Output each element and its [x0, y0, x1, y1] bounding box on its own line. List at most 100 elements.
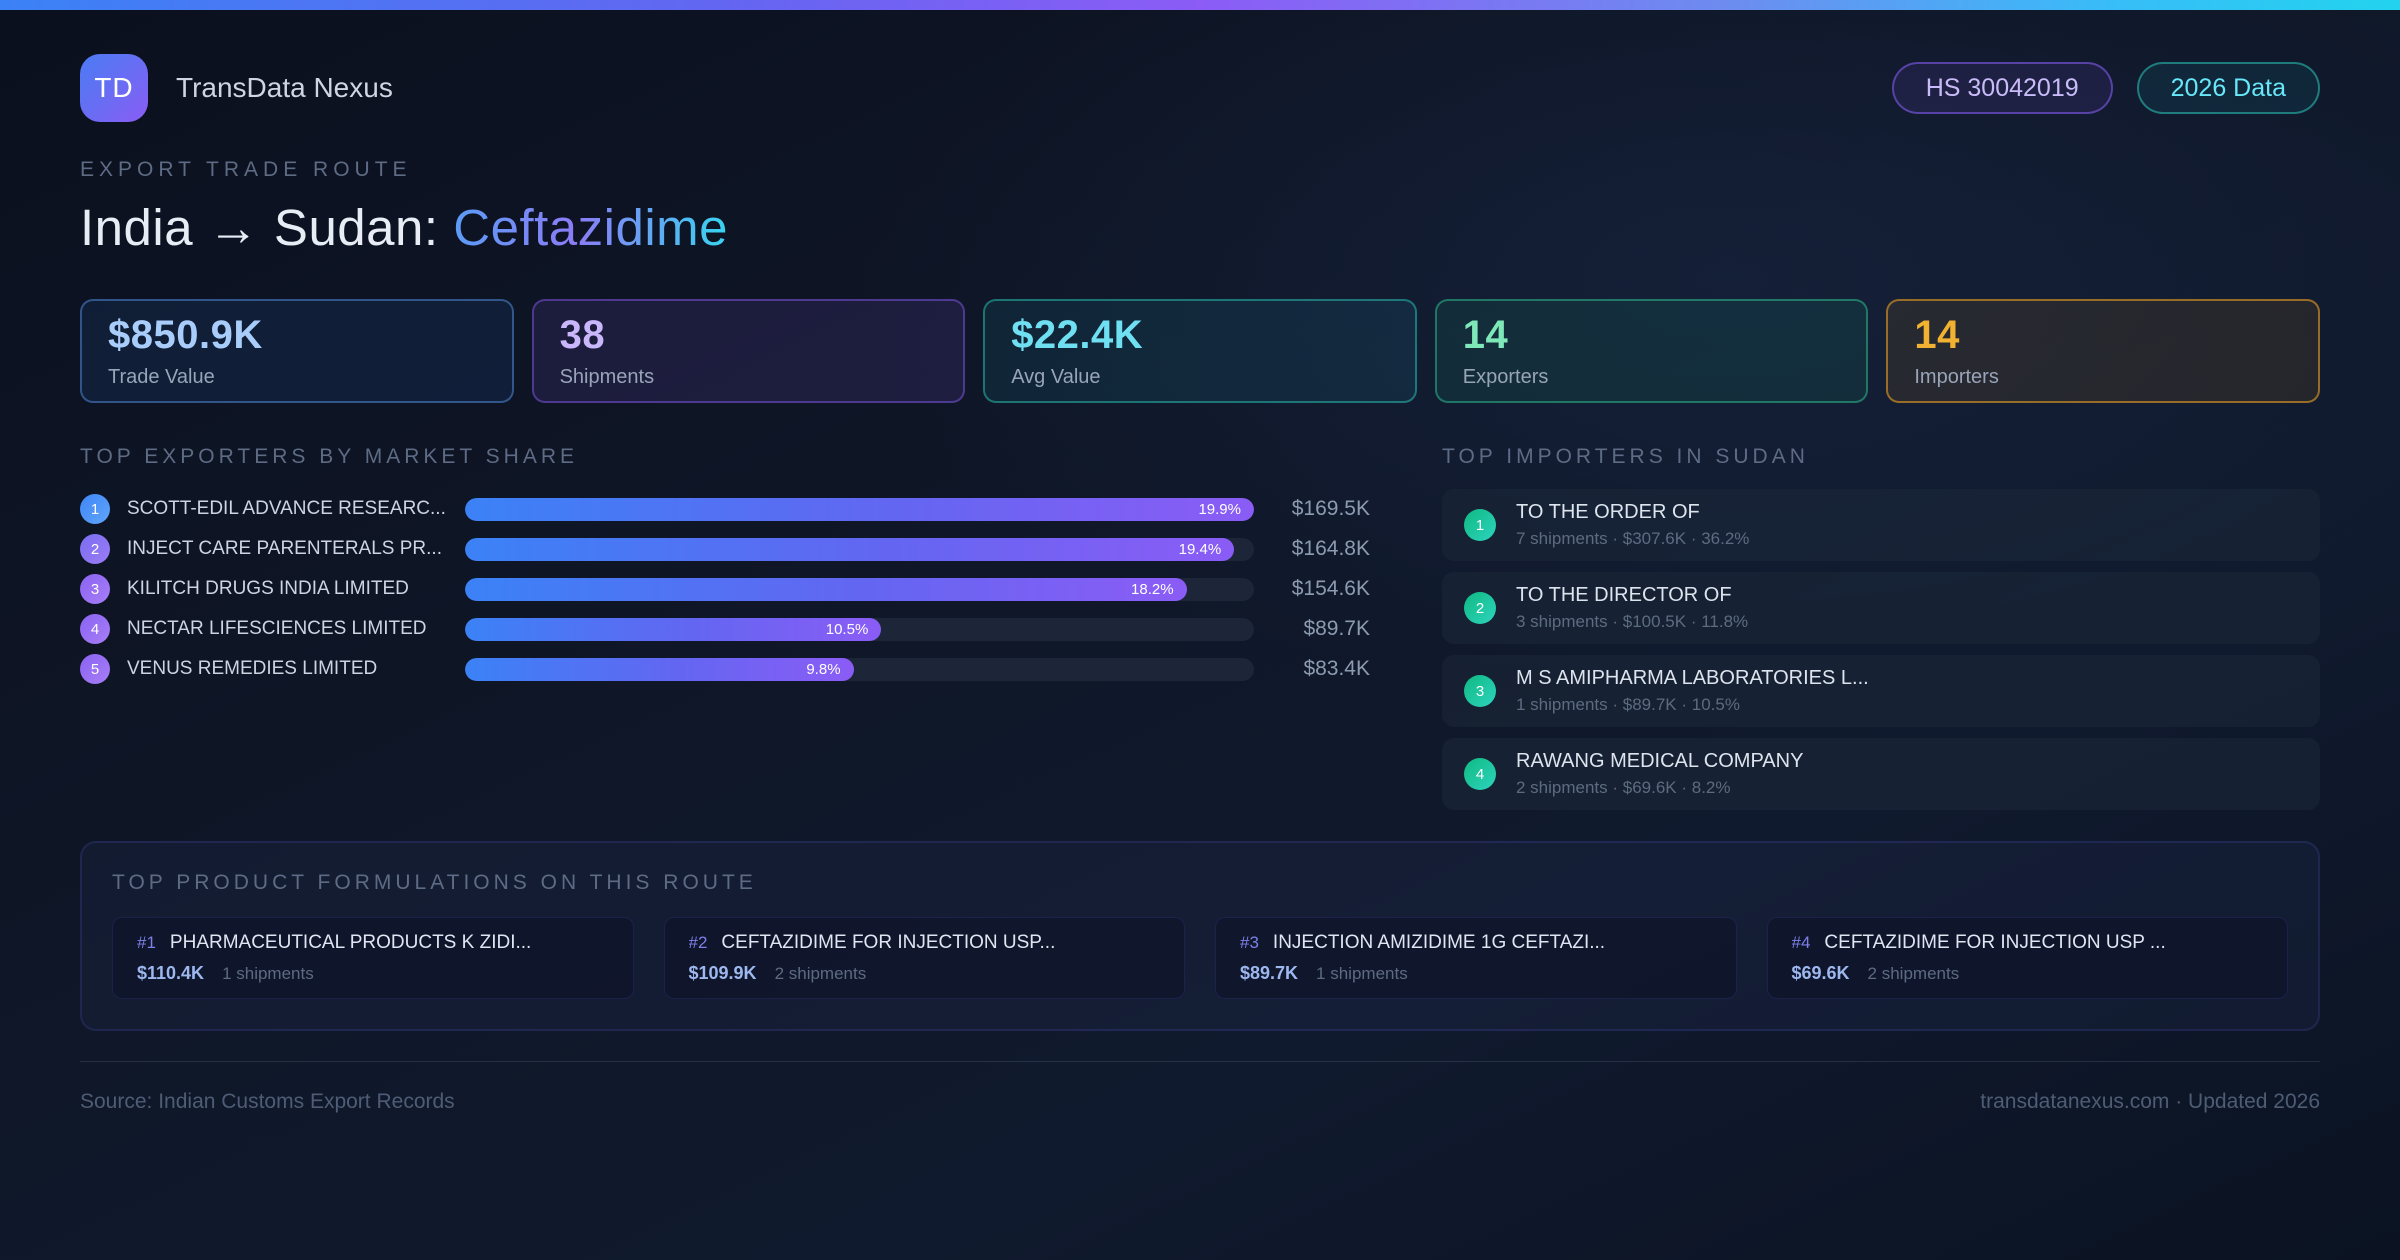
importer-rank-badge: 3: [1464, 675, 1496, 707]
route-title-highlight: Ceftazidime: [453, 199, 729, 256]
importer-card: 1 TO THE ORDER OF 7 shipments · $307.6K · …: [1442, 489, 2320, 561]
product-rank: #3: [1240, 933, 1259, 952]
product-title-line: #3 INJECTION AMIZIDIME 1G CEFTAZI...: [1240, 932, 1712, 954]
exporter-row: 4 NECTAR LIFESCIENCES LIMITED 10.5% $89.7K: [80, 609, 1370, 649]
product-shipments: 2 shipments: [774, 964, 867, 983]
importer-text: TO THE DIRECTOR OF 3 shipments · $100.5K …: [1516, 584, 1748, 632]
share-bar-track: 10.5%: [465, 617, 1254, 641]
importer-text: RAWANG MEDICAL COMPANY 2 shipments · $69.…: [1516, 750, 1803, 798]
product-value: $69.6K: [1791, 963, 1850, 983]
share-bar-track: 19.4%: [465, 537, 1254, 561]
exporters-section-title: TOP EXPORTERS BY MARKET SHARE: [80, 445, 579, 468]
importers-list: 1 TO THE ORDER OF 7 shipments · $307.6K · …: [1442, 489, 2320, 810]
stat-card-trade-value: $850.9K Trade Value: [80, 299, 514, 403]
product-meta-line: $109.9K 2 shipments: [689, 963, 1161, 984]
exporters-list: 1 SCOTT-EDIL ADVANCE RESEARC... 19.9% $169.…: [80, 489, 1370, 689]
share-percent-label: 18.2%: [1131, 580, 1174, 598]
share-bar-track: 9.8%: [465, 657, 1254, 681]
year-badge[interactable]: 2026 Data: [2136, 62, 2320, 114]
importer-name: M S AMIPHARMA LABORATORIES L...: [1516, 667, 1869, 689]
stat-value: 14: [1914, 313, 1960, 357]
importer-detail: 3 shipments · $100.5K · 11.8%: [1516, 612, 1749, 631]
top-accent-bar: [0, 0, 2400, 10]
importer-card: 3 M S AMIPHARMA LABORATORIES L... 1 shipme…: [1442, 655, 2320, 727]
stat-card-avg-value: $22.4K Avg Value: [983, 299, 1417, 403]
exporter-name: KILITCH DRUGS INDIA LIMITED: [127, 578, 409, 599]
product-title-line: #2 CEFTAZIDIME FOR INJECTION USP...: [689, 932, 1161, 954]
exporter-value: $169.5K: [1291, 497, 1370, 520]
products-panel-title: TOP PRODUCT FORMULATIONS ON THIS ROUTE: [112, 871, 757, 894]
importer-card: 2 TO THE DIRECTOR OF 3 shipments · $100.5K…: [1442, 572, 2320, 644]
route-eyebrow: EXPORT TRADE ROUTE: [80, 158, 412, 181]
share-percent-label: 9.8%: [806, 660, 841, 678]
app-logo: TD: [80, 54, 148, 122]
importer-detail: 2 shipments · $69.6K · 8.2%: [1516, 778, 1731, 797]
importer-card: 4 RAWANG MEDICAL COMPANY 2 shipments · $69…: [1442, 738, 2320, 810]
product-card: #1 PHARMACEUTICAL PRODUCTS K ZIDI... $110.…: [112, 917, 634, 999]
product-rank: #1: [137, 933, 156, 952]
exporter-name: NECTAR LIFESCIENCES LIMITED: [127, 618, 427, 639]
importer-text: M S AMIPHARMA LABORATORIES L... 1 shipmen…: [1516, 667, 1869, 715]
share-percent-label: 19.9%: [1198, 500, 1241, 518]
badge-group: HS 30042019 2026 Data: [1891, 62, 2320, 114]
stat-label: Avg Value: [1011, 366, 1101, 388]
product-shipments: 2 shipments: [1867, 964, 1960, 983]
products-list: #1 PHARMACEUTICAL PRODUCTS K ZIDI... $110.…: [112, 917, 2288, 999]
importer-rank-badge: 4: [1464, 758, 1496, 790]
share-percent-label: 10.5%: [825, 620, 869, 638]
header: TD TransData Nexus HS 30042019 2026 Data: [80, 54, 2320, 122]
product-meta-line: $89.7K 1 shipments: [1240, 963, 1712, 984]
product-meta-line: $69.6K 2 shipments: [1792, 963, 2264, 984]
product-shipments: 1 shipments: [1316, 964, 1408, 983]
footer-site: transdatanexus.com · Updated 2026: [1980, 1090, 2320, 1113]
exporter-rank-badge: 4: [80, 614, 110, 644]
importer-name: TO THE ORDER OF: [1516, 501, 1700, 523]
exporters-section: TOP EXPORTERS BY MARKET SHARE 1 SCOTT-EDI…: [80, 445, 1370, 821]
product-meta-line: $110.4K 1 shipments: [137, 963, 609, 984]
exporter-value: $154.6K: [1291, 577, 1370, 600]
importer-text: TO THE ORDER OF 7 shipments · $307.6K · 3…: [1516, 501, 1749, 549]
brand-name: TransData Nexus: [176, 72, 393, 103]
stat-card-importers: 14 Importers: [1886, 299, 2320, 403]
hs-code-badge[interactable]: HS 30042019: [1891, 62, 2113, 114]
stat-card-exporters: 14 Exporters: [1434, 299, 1869, 403]
exporter-name: VENUS REMEDIES LIMITED: [127, 658, 378, 679]
share-bar-track: 19.9%: [465, 497, 1254, 521]
product-rank: #2: [688, 933, 708, 952]
exporter-value: $89.7K: [1303, 617, 1370, 640]
share-bar-fill: 10.5%: [465, 617, 882, 641]
stat-label: Importers: [1914, 366, 1999, 388]
exporter-row: 1 SCOTT-EDIL ADVANCE RESEARC... 19.9% $169.…: [80, 489, 1370, 529]
exporter-rank-badge: 3: [80, 574, 110, 604]
exporter-value: $83.4K: [1303, 657, 1370, 680]
footer-source: Source: Indian Customs Export Records: [80, 1090, 455, 1113]
product-rank: #4: [1791, 933, 1811, 952]
exporter-row: 3 KILITCH DRUGS INDIA LIMITED 18.2% $154.6K: [80, 569, 1370, 609]
importer-detail: 7 shipments · $307.6K · 36.2%: [1516, 529, 1750, 548]
importer-rank-badge: 2: [1464, 592, 1496, 624]
product-name: PHARMACEUTICAL PRODUCTS K ZIDI...: [169, 932, 532, 953]
product-shipments: 1 shipments: [222, 964, 314, 983]
importers-section-title: TOP IMPORTERS IN SUDAN: [1442, 445, 1809, 468]
footer: Source: Indian Customs Export Records tr…: [80, 1061, 2320, 1114]
exporter-rank-badge: 5: [80, 654, 110, 684]
stat-cards-row: $850.9K Trade Value 38 Shipments $22.4K Avg V…: [80, 299, 2320, 403]
exporter-rank-badge: 1: [80, 494, 110, 524]
importer-rank-badge: 1: [1464, 509, 1496, 541]
stat-label: Trade Value: [108, 366, 215, 388]
product-value: $89.7K: [1240, 963, 1299, 983]
exporter-name: INJECT CARE PARENTERALS PR...: [127, 538, 442, 559]
stat-card-shipments: 38 Shipments: [531, 299, 966, 403]
share-bar-fill: 9.8%: [465, 657, 854, 681]
share-bar-fill: 19.4%: [465, 537, 1235, 561]
product-name: INJECTION AMIZIDIME 1G CEFTAZI...: [1272, 932, 1606, 953]
product-card: #3 INJECTION AMIZIDIME 1G CEFTAZI... $89.7…: [1215, 917, 1737, 999]
exporter-row: 5 VENUS REMEDIES LIMITED 9.8% $83.4K: [80, 649, 1370, 689]
stat-label: Exporters: [1462, 366, 1549, 388]
product-value: $110.4K: [137, 963, 205, 983]
stat-label: Shipments: [559, 366, 655, 388]
exporter-row: 2 INJECT CARE PARENTERALS PR... 19.4% $164.…: [80, 529, 1370, 569]
brand: TD TransData Nexus: [80, 54, 393, 122]
page-title: India → Sudan: Ceftazidime: [80, 198, 2320, 257]
share-bar-fill: 19.9%: [465, 497, 1254, 521]
